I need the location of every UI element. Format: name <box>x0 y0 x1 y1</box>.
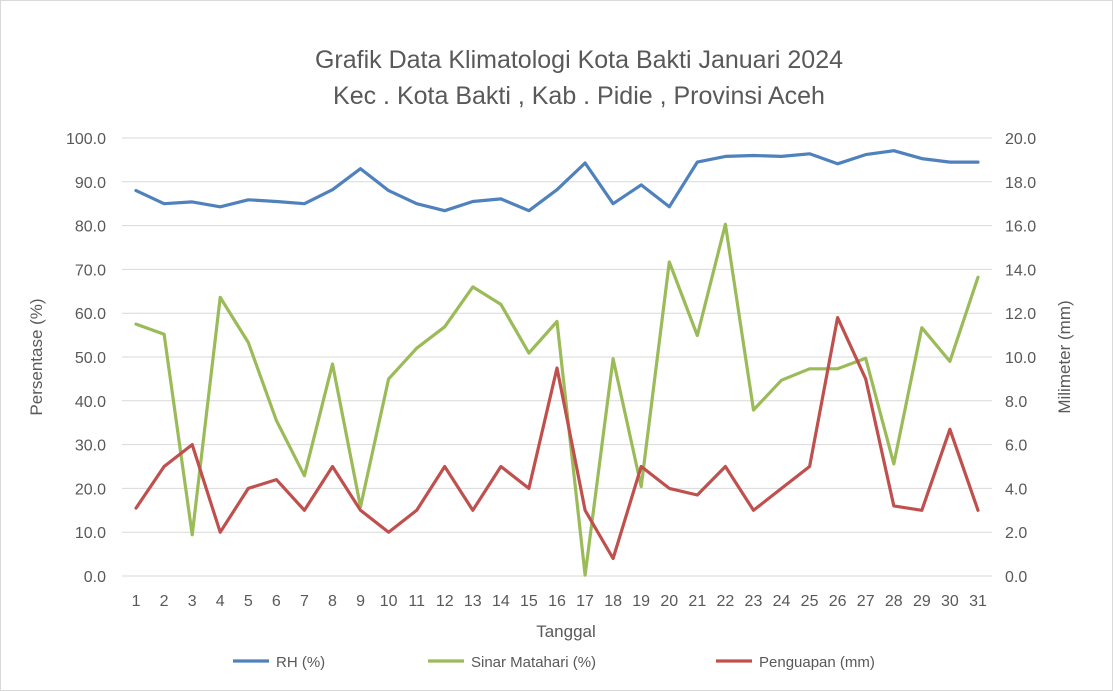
right-tick-label: 20.0 <box>1005 131 1036 148</box>
left-tick-label: 100.0 <box>66 131 106 148</box>
x-tick-label: 15 <box>520 593 538 610</box>
left-tick-label: 0.0 <box>84 569 106 586</box>
left-tick-label: 60.0 <box>75 306 106 323</box>
x-tick-label: 14 <box>492 593 510 610</box>
x-tick-label: 27 <box>857 593 875 610</box>
x-tick-label: 21 <box>688 593 706 610</box>
x-tick-label: 4 <box>216 593 225 610</box>
x-tick-label: 5 <box>244 593 253 610</box>
x-tick-label: 26 <box>829 593 847 610</box>
x-tick-label: 3 <box>188 593 197 610</box>
series-layer <box>134 149 980 577</box>
x-tick-label: 17 <box>576 593 594 610</box>
right-tick-label: 4.0 <box>1005 481 1027 498</box>
left-tick-label: 50.0 <box>75 350 106 367</box>
x-tick-label: 13 <box>464 593 482 610</box>
x-tick-label: 1 <box>132 593 141 610</box>
x-tick-label: 7 <box>300 593 309 610</box>
x-tick-label: 6 <box>272 593 281 610</box>
right-tick-label: 14.0 <box>1005 262 1036 279</box>
x-tick-label: 25 <box>801 593 819 610</box>
right-tick-label: 6.0 <box>1005 438 1027 455</box>
right-tick-label: 18.0 <box>1005 175 1036 192</box>
legend-label-1: RH (%) <box>276 654 325 671</box>
x-tick-label: 29 <box>913 593 931 610</box>
chart-subtitle: Kec . Kota Bakti , Kab . Pidie , Provins… <box>333 82 825 110</box>
chart-title: Grafik Data Klimatologi Kota Bakti Janua… <box>314 46 844 74</box>
x-tick-label: 20 <box>660 593 678 610</box>
x-tick-label: 12 <box>436 593 454 610</box>
left-tick-label: 20.0 <box>75 481 106 498</box>
x-tick-label: 16 <box>548 593 566 610</box>
x-tick-label: 2 <box>160 593 169 610</box>
series-line-3 <box>134 316 980 561</box>
x-tick-label: 22 <box>716 593 734 610</box>
series-line-1 <box>134 149 980 213</box>
left-tick-label: 40.0 <box>75 394 106 411</box>
x-tick-label: 10 <box>380 593 398 610</box>
left-tick-label: 70.0 <box>75 262 106 279</box>
right-tick-label: 0.0 <box>1005 569 1027 586</box>
left-axis-ticks: 0.0 10.0 20.0 30.0 40.0 50.0 60.0 70.0 80.0 90.0 1… <box>66 131 106 586</box>
x-axis-label: Tanggal <box>536 622 596 641</box>
left-tick-label: 90.0 <box>75 175 106 192</box>
x-tick-label: 9 <box>356 593 365 610</box>
chart-title-block: Grafik Data Klimatologi Kota Bakti Janua… <box>0 42 1113 114</box>
left-axis-label: Persentase (%) <box>27 298 46 415</box>
right-tick-label: 16.0 <box>1005 219 1036 236</box>
right-tick-label: 10.0 <box>1005 350 1036 367</box>
x-tick-label: 28 <box>885 593 903 610</box>
x-tick-label: 8 <box>328 593 337 610</box>
x-tick-label: 24 <box>773 593 791 610</box>
legend: RH (%) Sinar Matahari (%) Penguapan (mm) <box>233 654 875 671</box>
x-tick-label: 31 <box>969 593 987 610</box>
legend-label-3: Penguapan (mm) <box>759 654 875 671</box>
gridlines <box>122 137 992 577</box>
series-line-2 <box>134 222 980 577</box>
legend-label-2: Sinar Matahari (%) <box>471 654 596 671</box>
left-tick-label: 80.0 <box>75 219 106 236</box>
left-tick-label: 30.0 <box>75 438 106 455</box>
right-tick-label: 12.0 <box>1005 306 1036 323</box>
right-axis-ticks: 0.0 2.0 4.0 6.0 8.0 10.0 12.0 14.0 16.0 18.0 20.0 <box>1005 131 1036 586</box>
x-axis-ticks: 1 2 3 4 5 6 7 8 9 10 11 12 13 14 15 16 17 18 19 20 21 22 23 24 2… <box>132 593 987 610</box>
x-tick-label: 23 <box>745 593 763 610</box>
right-tick-label: 2.0 <box>1005 525 1027 542</box>
right-axis-label: Milimeter (mm) <box>1055 300 1074 413</box>
x-tick-label: 19 <box>632 593 650 610</box>
left-tick-label: 10.0 <box>75 525 106 542</box>
right-tick-label: 8.0 <box>1005 394 1027 411</box>
x-tick-label: 11 <box>408 593 425 610</box>
x-tick-label: 30 <box>941 593 959 610</box>
x-tick-label: 18 <box>604 593 622 610</box>
